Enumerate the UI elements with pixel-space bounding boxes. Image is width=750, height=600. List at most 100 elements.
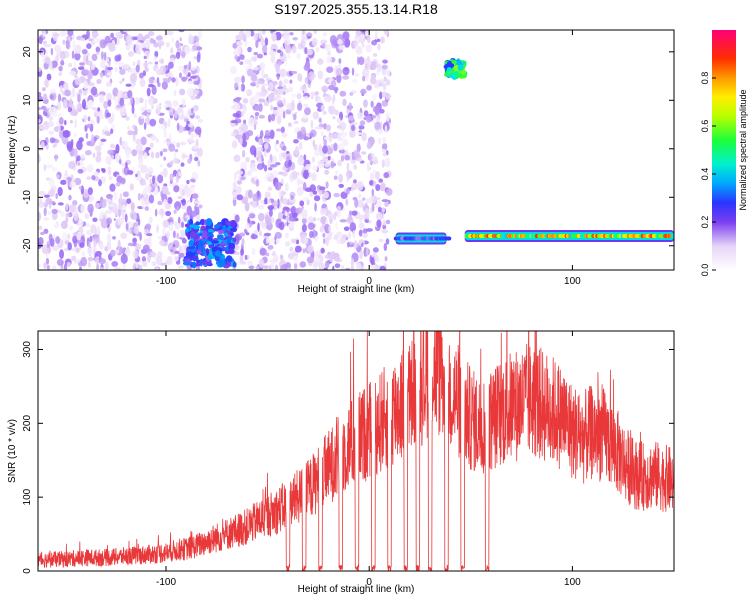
spectrogram-cell <box>261 83 268 87</box>
spectrogram-cell <box>169 160 174 166</box>
spectrogram-cell <box>385 112 390 122</box>
spectrogram-cell <box>141 111 148 116</box>
spectrogram-cell <box>137 218 141 226</box>
spectrogram-cell <box>285 232 289 239</box>
spectrogram-cell <box>303 154 307 161</box>
spectrogram-cell <box>69 204 76 213</box>
spectrogram-cell <box>295 207 303 214</box>
spectrogram-cell <box>127 50 134 57</box>
spectrogram-cell <box>149 37 155 44</box>
spectrogram-cell <box>258 114 265 119</box>
spectrogram-cell <box>147 83 155 88</box>
spectrogram-cell <box>374 263 379 270</box>
spectrogram-cell <box>282 263 288 270</box>
spectrogram-cell <box>120 253 128 264</box>
spectrogram-cell <box>142 244 150 253</box>
spectrogram-cell <box>352 229 356 240</box>
spectrogram-cell <box>337 143 345 151</box>
spectrogram-cell <box>264 148 267 158</box>
spectrogram-cell <box>187 158 192 164</box>
spectrogram-cell <box>139 182 147 186</box>
spectrogram-cell <box>365 44 372 53</box>
spectrogram-cell <box>343 38 351 48</box>
spectrogram-cell <box>80 256 88 267</box>
spectrogram-cell <box>163 132 168 138</box>
spectrogram-cell <box>146 108 152 113</box>
spectrogram-cell <box>326 124 331 132</box>
spectrogram-cell <box>317 160 325 169</box>
spectrogram-cell <box>257 204 265 210</box>
spectrogram-cell <box>239 61 244 65</box>
spectrogram-cell <box>379 91 383 100</box>
spectrogram-cell <box>267 186 273 192</box>
spectrogram-cell <box>246 68 254 77</box>
spectrogram-cell <box>179 37 183 42</box>
spectrogram-cell <box>231 227 238 233</box>
spectrogram-cell <box>144 66 149 73</box>
spectrogram-cell <box>344 154 351 161</box>
spectrogram-cell <box>382 136 387 144</box>
spectrogram-cell <box>127 125 131 131</box>
spectrogram-cell <box>347 231 352 239</box>
spectrogram-cell <box>87 71 93 80</box>
spectrogram-cell <box>162 227 166 237</box>
spectrogram-cell <box>239 137 243 145</box>
spectrogram-cell <box>314 202 317 212</box>
spectrogram-cell <box>370 60 377 71</box>
spectrogram-cell <box>227 248 235 255</box>
spectrogram-cell <box>380 182 386 192</box>
spectrogram-cell <box>267 199 271 204</box>
spectrogram-cell <box>304 46 308 55</box>
spectrogram-cell <box>135 138 142 145</box>
spectrogram-cell <box>119 68 126 75</box>
spectrogram-cell <box>334 87 338 94</box>
spectrogram-cell <box>271 32 277 42</box>
spectrogram-cell <box>278 80 283 88</box>
spectrogram-cell <box>258 30 263 39</box>
spectrogram-cell <box>41 245 49 249</box>
spectrogram-cell <box>145 233 153 237</box>
spectrogram-cell <box>147 97 154 104</box>
spectrogram-cell <box>163 32 168 38</box>
spectrogram-cell <box>335 221 338 230</box>
spectrogram-cell <box>381 142 388 151</box>
spectrogram-cell <box>87 82 95 87</box>
spectrogram-cell <box>121 112 127 116</box>
spectrogram-cell <box>58 65 63 72</box>
spectrogram-cell <box>292 255 299 264</box>
snr-marks <box>38 331 674 571</box>
spectrogram-cell <box>257 190 260 198</box>
spectrogram-cell <box>154 61 159 65</box>
spectrogram-cell <box>281 132 288 138</box>
spectrogram-cell <box>103 51 107 61</box>
spectrogram-cell <box>312 217 317 222</box>
spectrogram-cell <box>162 219 169 228</box>
spectrogram-cell <box>144 117 151 126</box>
spectrogram-cell <box>77 169 84 174</box>
spectrogram-cell <box>179 187 183 198</box>
spectrogram-cell <box>352 196 358 201</box>
spectrogram-cell <box>93 240 97 248</box>
colorbar: 0.0 0.2 0.4 0.6 0.8 Normalized spectral ampl… <box>700 30 748 276</box>
spectrogram-cell <box>351 210 358 216</box>
spectrogram-cell <box>78 137 84 143</box>
spectrogram-cell <box>100 59 106 68</box>
spectrogram-cell <box>361 132 367 142</box>
spectrogram-cell <box>315 94 319 102</box>
spectrogram-cell <box>106 209 111 214</box>
spectrogram-cell <box>43 207 47 217</box>
spectrogram-cell <box>286 202 294 206</box>
spectrogram-cell <box>284 222 287 227</box>
spectrogram-cell <box>194 205 197 212</box>
spectrogram-cell <box>197 118 203 123</box>
spectrogram-cell <box>123 92 129 99</box>
spectrogram-cell <box>288 86 294 93</box>
spectrogram-cell <box>349 222 357 232</box>
spectrogram-cell <box>120 232 128 240</box>
spectrogram-cell <box>356 132 363 136</box>
spectrogram-cell <box>237 186 242 194</box>
spectrogram-cell <box>254 112 260 116</box>
spectrogram-cell <box>133 113 137 118</box>
spectrogram-cell <box>57 202 64 206</box>
spectrogram-cell <box>159 164 164 168</box>
